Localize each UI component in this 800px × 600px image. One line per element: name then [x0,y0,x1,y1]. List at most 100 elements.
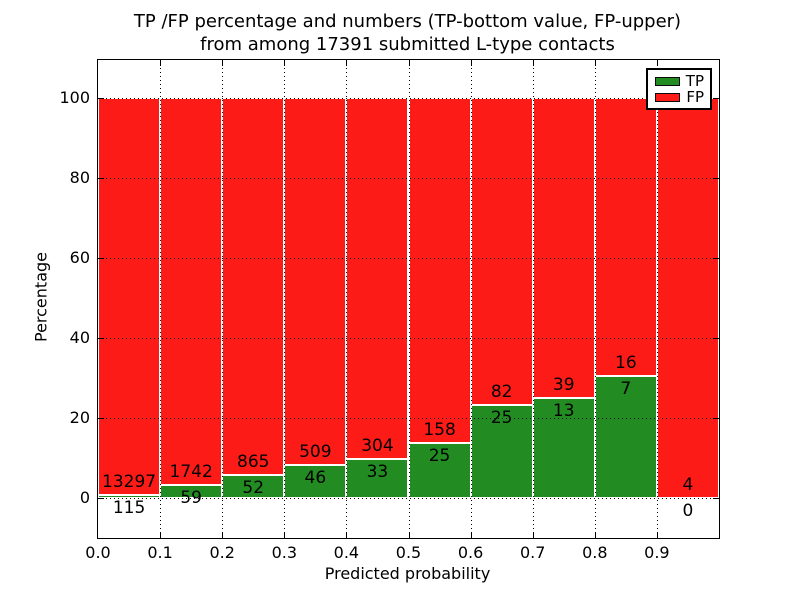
gridline-horizontal [98,498,719,499]
y-tick-mark [98,258,104,259]
x-tick-mark [594,60,596,66]
y-tick-label: 60 [69,248,90,267]
y-tick-mark [98,498,104,499]
tp-color-swatch [655,76,680,86]
gridline-vertical [656,60,658,538]
fp-bar [160,98,223,485]
legend: TP FP [646,68,712,110]
x-tick-mark [160,532,162,538]
y-tick-label: 80 [69,168,90,187]
gridline-horizontal [98,418,719,419]
y-tick-mark [98,98,104,99]
x-tick-mark [284,60,286,66]
fp-count-label: 39 [552,375,575,395]
y-tick-mark [713,498,719,499]
x-tick-label: 0.2 [209,543,235,562]
fp-bar [532,98,595,398]
fp-count-label: 82 [490,381,513,402]
tp-count-label: 52 [242,478,265,499]
x-tick-label: 0.1 [147,543,173,562]
x-tick-mark [470,532,472,538]
tp-count-label: 0 [682,501,694,521]
y-tick-mark [98,178,104,179]
x-tick-mark [408,60,410,66]
gridline-horizontal [98,258,719,259]
chart-title-line2: from among 17391 submitted L-type contac… [200,34,615,55]
legend-item-fp: FP [655,89,704,105]
fp-count-label: 4 [682,475,694,495]
tp-bar [98,494,161,498]
tp-bar [532,398,595,498]
x-tick-mark [346,60,348,66]
gridline-horizontal [98,98,719,99]
y-tick-label: 100 [59,88,90,107]
x-tick-mark [160,60,162,66]
gridline-vertical [284,60,286,538]
legend-label-tp: TP [685,72,704,90]
gridline-vertical [222,60,224,538]
x-tick-label: 0.5 [395,543,422,562]
legend-item-tp: TP [655,73,704,89]
x-tick-label: 0.7 [519,543,546,562]
y-tick-label: 0 [79,488,90,507]
y-tick-label: 40 [69,328,90,347]
tp-count-label: 25 [490,407,513,428]
fp-bar [594,98,657,377]
fp-bar [98,98,161,495]
gridline-horizontal [98,178,719,179]
tp-count-label: 7 [620,379,632,400]
x-tick-mark [222,60,224,66]
tp-count-label: 33 [366,461,389,482]
x-tick-mark [532,532,534,538]
fp-count-label: 1742 [169,461,213,482]
gridline-vertical [160,60,162,538]
fp-count-label: 16 [615,353,637,374]
gridline-vertical [408,60,410,538]
x-tick-mark [656,532,658,538]
fp-color-swatch [655,92,680,102]
x-tick-label: 0.6 [457,543,484,562]
tp-bar [594,376,657,498]
tp-bar [470,404,533,498]
gridline-vertical [532,60,534,538]
fp-count-label: 509 [299,441,332,462]
fp-bar [284,98,347,465]
tp-count-label: 25 [428,446,451,467]
fp-bar [656,98,719,498]
x-tick-mark [284,532,286,538]
x-tick-label: 0.0 [85,543,111,562]
x-tick-mark [346,532,348,538]
x-tick-label: 0.4 [333,543,360,562]
y-tick-mark [713,338,719,339]
tp-count-label: 13 [552,401,575,421]
x-tick-mark [222,532,224,538]
gridline-vertical [346,60,348,538]
x-tick-label: 0.3 [271,543,298,562]
gridline-vertical [594,60,596,538]
legend-label-fp: FP [686,88,704,106]
x-tick-label: 0.8 [582,543,608,562]
x-tick-label: 0.9 [644,543,670,562]
fp-bar [346,98,409,459]
y-tick-mark [713,258,719,259]
x-tick-mark [408,532,410,538]
y-tick-mark [713,178,719,179]
tp-count-label: 115 [112,497,146,518]
gridline-horizontal [98,338,719,339]
fp-bar [470,98,533,405]
x-tick-mark [532,60,534,66]
x-axis-label: Predicted probability [324,564,491,583]
plot-area: TP FP 13297 115 1742 59 865 52 509 46 304 33 158 25… [59,59,720,562]
y-tick-mark [98,338,104,339]
x-tick-mark [656,60,658,66]
tp-bar [346,458,409,498]
y-tick-mark [713,418,719,419]
tp-count-label: 46 [304,467,327,488]
fp-bar [222,98,285,476]
fp-count-label: 13297 [102,471,157,492]
y-tick-mark [713,98,719,99]
y-tick-mark [98,418,104,419]
chart-title-line1: TP /FP percentage and numbers (TP-bottom… [133,11,682,32]
fp-count-label: 304 [361,435,394,456]
